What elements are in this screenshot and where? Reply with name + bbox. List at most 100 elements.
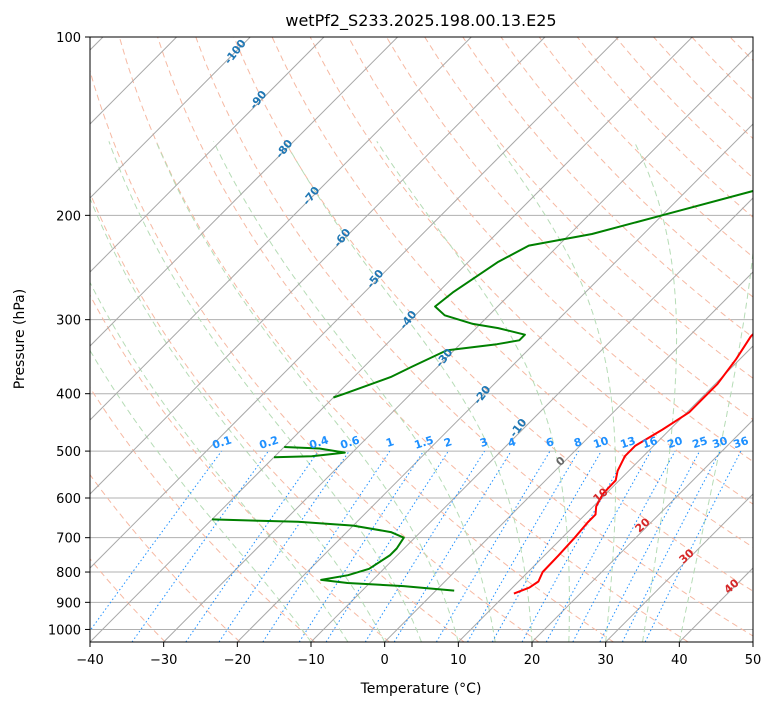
- mixing-ratio-label: 4: [506, 435, 518, 450]
- dry-adiabat: [309, 37, 753, 505]
- skewed-isotherm: [457, 345, 753, 642]
- moist-adiabat: [376, 141, 570, 642]
- x-tick-label: −30: [150, 653, 177, 668]
- moist-adiabat: [284, 141, 533, 642]
- y-tick-label: 700: [56, 532, 81, 547]
- mixing-ratio-line: [621, 450, 721, 642]
- y-tick-label: 900: [56, 596, 81, 611]
- mixing-ratio-label: 3: [478, 435, 489, 450]
- skewed-isotherm: [90, 37, 619, 569]
- dry-adiabat: [271, 37, 753, 548]
- skewed-isotherm: [90, 37, 251, 199]
- mixing-ratio-line: [572, 450, 676, 642]
- skewed-isotherm: [605, 493, 753, 642]
- dry-adiabat: [233, 37, 753, 592]
- mixing-ratio-label: 36: [732, 434, 751, 451]
- moist-adiabat: [108, 141, 422, 642]
- dry-adiabat: [157, 37, 689, 642]
- mixing-ratio-label: 8: [572, 435, 583, 450]
- dry-adiabat: [386, 37, 753, 421]
- dry-adiabat: [90, 386, 316, 642]
- y-tick-label: 200: [56, 209, 81, 224]
- chart-title: wetPf2_S233.2025.198.00.13.E25: [285, 11, 556, 31]
- plot-area: [90, 37, 753, 642]
- x-tick-label: 20: [524, 653, 541, 668]
- dewpoint-profile-3: [211, 518, 455, 592]
- skewed-isotherm: [90, 37, 693, 642]
- mixing-ratio-label: 20: [666, 434, 685, 451]
- skewed-isotherm: [384, 271, 753, 642]
- y-axis-label: Pressure (hPa): [12, 289, 28, 389]
- mixing-ratio-label: 13: [619, 434, 638, 451]
- moist-adiabat: [213, 141, 496, 642]
- dry-adiabat: [768, 37, 775, 642]
- dewpoint-profile-2: [273, 446, 346, 459]
- mixing-ratio-label: 0.6: [339, 433, 362, 451]
- mixing-ratio-line: [218, 450, 350, 642]
- mixing-ratio-line: [298, 450, 425, 642]
- dry-adiabat: [90, 191, 465, 642]
- mixing-ratio-line: [131, 450, 269, 642]
- mixing-ratio-label: 1.5: [413, 433, 436, 451]
- background-lines: [90, 37, 775, 642]
- y-tick-label: 400: [56, 388, 81, 403]
- skewed-isotherm: [531, 419, 753, 642]
- x-tick-label: 30: [597, 653, 614, 668]
- mixing-ratio-label: 6: [544, 435, 556, 450]
- mixing-ratio-label: 0.4: [308, 433, 331, 451]
- mixing-ratio-line: [262, 450, 391, 642]
- plot-frame: [89, 36, 754, 643]
- moist-adiabat: [494, 141, 617, 642]
- dry-adiabat: [90, 68, 540, 642]
- x-axis-label: Temperature (°C): [360, 681, 482, 697]
- dry-adiabat: [347, 37, 753, 463]
- moist-adiabat: [90, 349, 312, 642]
- moist-adiabat: [678, 248, 753, 642]
- x-tick-label: −20: [224, 653, 251, 668]
- dry-adiabat: [90, 294, 390, 642]
- skewed-isotherm: [310, 197, 753, 642]
- mixing-ratio-label: 2: [442, 435, 453, 450]
- temperature-profile: [513, 332, 753, 595]
- skewed-isotherm: [90, 37, 546, 495]
- y-tick-label: 100: [56, 31, 81, 46]
- mixing-ratio-line: [545, 450, 652, 642]
- mixing-ratio-line: [644, 450, 742, 642]
- moist-adiabat: [155, 141, 459, 642]
- dewpoint-profile-1: [333, 189, 753, 399]
- mixing-ratio-label: 1: [384, 435, 395, 450]
- mixing-ratio-line: [185, 450, 319, 642]
- x-tick-label: −10: [297, 653, 324, 668]
- y-tick-label: 1000: [48, 623, 81, 638]
- dry-adiabat: [500, 37, 753, 298]
- mixing-ratio-line: [393, 450, 512, 642]
- mixing-ratio-line: [521, 450, 630, 642]
- series-layer: [211, 189, 753, 595]
- mixing-ratio-label: 30: [711, 434, 730, 451]
- mixing-ratio-line: [90, 450, 223, 632]
- skewed-isotherm: [90, 37, 472, 421]
- mixing-ratio-label: 25: [691, 434, 710, 451]
- x-tick-label: 0: [381, 653, 389, 668]
- moist-adiabat: [633, 141, 678, 642]
- y-tick-label: 300: [56, 314, 81, 329]
- dry-adiabat: [90, 473, 241, 642]
- x-tick-label: 10: [450, 653, 467, 668]
- x-tick-label: 40: [671, 653, 688, 668]
- y-tick-label: 600: [56, 492, 81, 507]
- skewed-isotherm: [752, 641, 753, 642]
- skewed-isotherm: [236, 123, 753, 642]
- dry-adiabat: [118, 37, 614, 642]
- dry-adiabat: [462, 37, 753, 339]
- skewed-isotherm: [90, 37, 398, 347]
- mixing-ratio-label: 0.2: [258, 433, 281, 451]
- x-tick-label: −40: [76, 653, 103, 668]
- y-tick-label: 500: [56, 445, 81, 460]
- mixing-ratio-label: 16: [641, 434, 660, 451]
- moist-adiabat: [90, 197, 386, 642]
- y-tick-label: 800: [56, 566, 81, 581]
- dry-adiabat: [424, 37, 753, 379]
- moist-adiabat: [90, 281, 349, 642]
- skewed-isotherm: [163, 49, 753, 642]
